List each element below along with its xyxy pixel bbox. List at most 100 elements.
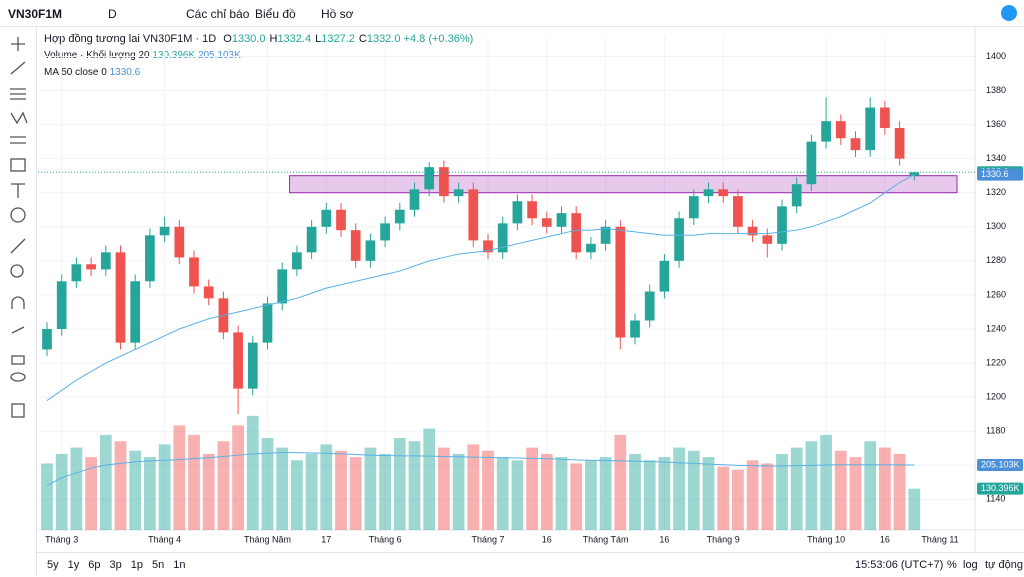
candle-body xyxy=(865,107,876,151)
volume-bar xyxy=(85,457,97,530)
volume-bar xyxy=(687,450,700,530)
logo[interactable] xyxy=(1000,4,1018,22)
ohlc-value: 1332.0 xyxy=(366,33,401,45)
volume-bar xyxy=(114,441,127,530)
volume-bar xyxy=(291,460,303,530)
ohlc-key: O xyxy=(223,33,232,45)
percent-toggle[interactable]: % xyxy=(947,559,957,571)
axis-tag xyxy=(977,482,1023,495)
volume-bar xyxy=(144,457,156,530)
y-tick-label: 1320 xyxy=(986,187,1006,197)
range-button[interactable]: 6p xyxy=(88,559,101,571)
volume-bar xyxy=(673,447,685,530)
log-toggle[interactable]: log xyxy=(963,559,978,571)
interval[interactable]: D xyxy=(108,7,117,21)
candle-body xyxy=(115,252,126,343)
candle-body xyxy=(527,201,537,219)
candle-body xyxy=(203,286,214,299)
legend-ma: MA 50 close 0 1330.6 xyxy=(44,67,140,78)
ma-value: 1330.6 xyxy=(109,67,141,78)
range-button[interactable]: 1y xyxy=(67,559,80,571)
auto-toggle[interactable]: tự động xyxy=(985,559,1023,571)
volume-bar xyxy=(526,447,538,530)
candle-body xyxy=(394,209,405,224)
volume-bar xyxy=(129,450,142,530)
axis-tag xyxy=(977,168,1023,181)
candle-body xyxy=(292,252,302,270)
candle-body xyxy=(174,226,185,258)
volume-bar xyxy=(599,457,612,530)
volume-bar xyxy=(438,447,450,530)
x-tick-label: Tháng 10 xyxy=(807,534,845,544)
volume-bar xyxy=(188,434,200,530)
candle-body xyxy=(56,281,67,329)
y-tick-label: 1380 xyxy=(986,85,1006,95)
volume-bar xyxy=(408,441,421,530)
candle-body xyxy=(659,260,670,292)
volume-value: 130.396K xyxy=(152,50,196,61)
x-tick-label: Tháng 6 xyxy=(369,534,402,544)
x-tick-label: Tháng 4 xyxy=(148,534,181,544)
profile[interactable]: Hồ sơ xyxy=(321,7,354,21)
candle-body xyxy=(468,189,479,241)
volume-bar xyxy=(467,444,480,530)
candle-body xyxy=(350,230,361,261)
candle-body xyxy=(159,226,170,236)
volume-bar xyxy=(261,438,274,530)
ma-name: MA 50 close 0 xyxy=(44,67,107,78)
y-tick-label: 1180 xyxy=(986,426,1005,436)
candle-body xyxy=(733,196,743,227)
volume-bar xyxy=(379,453,391,530)
x-tick-label: 17 xyxy=(321,534,331,544)
volume-bar xyxy=(702,457,715,530)
range-button[interactable]: 1p xyxy=(130,559,143,571)
y-tick-label: 1300 xyxy=(986,221,1006,231)
volume-bar xyxy=(585,460,597,530)
candle-body xyxy=(86,264,96,270)
left-toolbar xyxy=(0,27,37,576)
y-tick-label: 1200 xyxy=(986,392,1006,402)
legend-change: +4.8 (+0.36%) xyxy=(403,33,474,45)
volume-ma-value: 205.103K xyxy=(197,50,241,61)
candle-body xyxy=(42,328,52,350)
volume-bar xyxy=(879,447,891,530)
volume-bar xyxy=(305,453,318,530)
candle-body xyxy=(688,196,699,219)
candle-body xyxy=(424,167,435,190)
volume-bar xyxy=(834,450,847,530)
range-button[interactable]: 5n xyxy=(152,559,165,571)
volume-bar xyxy=(790,447,803,530)
range-button[interactable]: 1n xyxy=(173,559,186,571)
volume-bar xyxy=(540,453,553,530)
range-button[interactable]: 3p xyxy=(109,559,122,571)
volume-bar xyxy=(482,450,494,530)
y-tick-label: 1220 xyxy=(986,357,1006,367)
x-tick-label: 16 xyxy=(880,534,890,544)
range-button[interactable]: 5y xyxy=(47,559,59,571)
candle-body xyxy=(321,209,332,227)
volume-bar xyxy=(761,463,774,530)
volume-bar xyxy=(849,457,862,530)
volume-bar xyxy=(423,428,436,530)
legend-main: Hợp đồng tương lai VN30F1M · 1D O1330.0 H… xyxy=(44,33,473,45)
volume-bar xyxy=(629,453,641,530)
candle-body xyxy=(909,172,920,176)
candle-body xyxy=(365,240,376,261)
y-tick-label: 1340 xyxy=(986,153,1006,163)
volume-bar xyxy=(41,463,53,530)
bottom-bar: 5y 1y 6p 3p 1p 5n 1n 15:53:06 (UTC+7) % log tự… xyxy=(37,552,1024,577)
axis-tag-label: 130.396K xyxy=(981,483,1020,493)
indicators[interactable]: Các chỉ báo xyxy=(186,7,250,21)
volume-bar xyxy=(570,463,583,530)
volume-ma-line xyxy=(46,452,915,487)
volume-bar xyxy=(614,434,627,530)
candle-body xyxy=(483,240,493,253)
chart-type[interactable]: Biểu đồ xyxy=(255,7,296,21)
axis-tag xyxy=(977,458,1023,471)
candle-body xyxy=(336,209,346,231)
x-tick-label: Tháng 3 xyxy=(45,534,78,544)
symbol-search[interactable]: VN30F1M xyxy=(8,7,63,21)
candle-body xyxy=(600,226,611,244)
y-tick-label: 1240 xyxy=(986,323,1006,333)
